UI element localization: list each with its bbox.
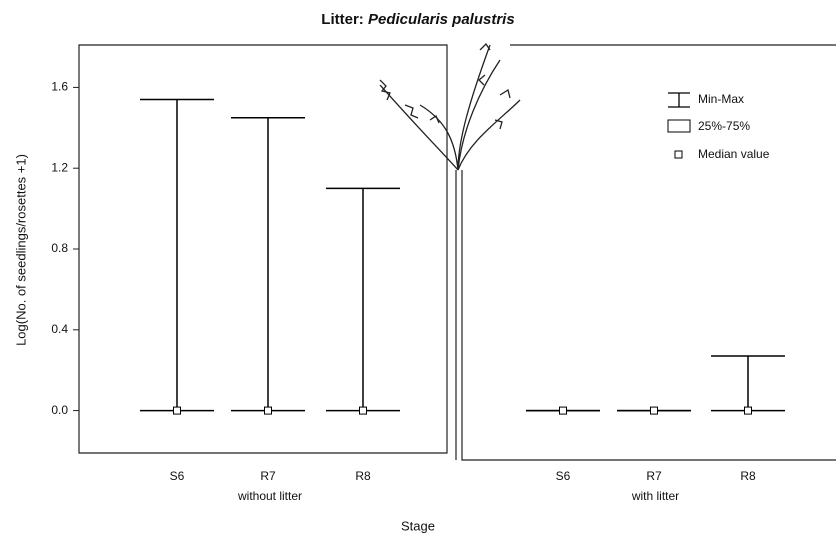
y-tick-label: 0.8 <box>51 241 68 255</box>
x-tick-label: S6 <box>170 469 185 483</box>
y-axis-label: Log(No. of seedlings/rosettes +1) <box>13 154 28 346</box>
y-tick-label: 1.6 <box>51 80 68 94</box>
legend: Min-Max 25%-75% Median value <box>667 92 770 161</box>
group-label: with litter <box>631 489 679 503</box>
legend-label: Median value <box>698 147 770 161</box>
legend-label: 25%-75% <box>698 119 750 133</box>
median-marker <box>173 406 181 415</box>
x-tick-label: R8 <box>355 469 371 483</box>
median-marker <box>650 406 658 415</box>
y-tick-label: 0.0 <box>51 403 68 417</box>
legend-symbol <box>668 92 690 108</box>
panel-frame <box>461 44 836 461</box>
median-marker <box>264 406 272 415</box>
median-marker <box>744 406 752 415</box>
panel-frame <box>78 44 448 454</box>
plant-illustration <box>379 42 521 171</box>
x-tick-label: S6 <box>556 469 571 483</box>
x-tick-label: R7 <box>646 469 662 483</box>
legend-symbol <box>667 119 691 133</box>
x-tick-label: R8 <box>740 469 756 483</box>
title-species: Pedicularis palustris <box>368 11 515 28</box>
legend-label: Min-Max <box>698 92 744 106</box>
median-marker <box>359 406 367 415</box>
y-tick-label: 0.4 <box>51 322 68 336</box>
y-tick-label: 1.2 <box>51 160 68 174</box>
legend-symbol <box>674 150 683 159</box>
group-label: without litter <box>237 489 302 503</box>
chart-title: Litter: Pedicularis palustris <box>321 11 514 28</box>
title-prefix: Litter: <box>321 11 364 28</box>
median-marker <box>559 406 567 415</box>
x-axis-label: Stage <box>401 518 435 533</box>
x-tick-label: R7 <box>260 469 276 483</box>
